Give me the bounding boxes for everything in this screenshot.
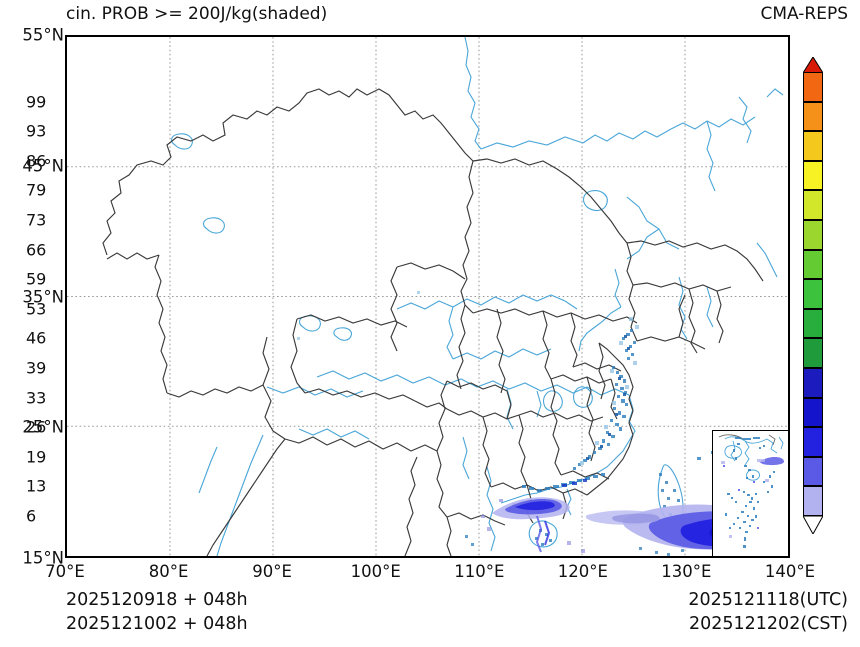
y-tick-label: 45°N [22,156,64,176]
colorbar-segment [803,338,823,368]
colorbar-tick-label: 59 [26,269,47,289]
colorbar-segment [803,160,823,191]
chart-title-right: CMA-REPS [760,4,848,24]
colorbar-tick-label: 6 [26,506,37,526]
colorbar-segment [803,486,823,516]
rivers-layer [170,37,784,556]
y-tick-label: 35°N [22,287,64,306]
colorbar-segment [803,279,823,309]
colorbar-segment [803,368,823,398]
colorbar-tick-label: 93 [26,121,47,141]
colorbar-tick-label: 39 [26,358,47,378]
y-tick-label: 55°N [22,25,64,45]
colorbar-tick-label: 33 [26,388,47,408]
y-tick-label: 25°N [22,417,64,437]
y-tick-label: 15°N [22,548,64,568]
colorbar-segment [803,397,823,428]
west-band [492,497,570,553]
x-tick-label: 90°E [252,562,292,581]
colorbar-tick-label: 66 [26,240,47,260]
colorbar-tick-label: 86 [26,151,47,171]
colorbar-segment [803,101,823,132]
x-tick-label: 80°E [148,562,189,581]
x-tick-label: 100°E [350,562,401,581]
colorbar[interactable] [803,72,823,516]
footer-valid-time-cst: 2025121202(CST) [688,614,848,634]
colorbar-segment [803,308,823,339]
colorbar-bottom-arrow [803,516,823,534]
colorbar-segment [803,249,823,280]
footer-valid-time-utc: 2025121118(UTC) [688,590,848,610]
footer-init-time-cst: 2025121002 + 048h [66,614,248,634]
colorbar-tick-label: 46 [26,328,47,348]
colorbar-segment [803,220,823,250]
colorbar-tick-label: 73 [26,210,47,230]
colorbar-top-arrow [803,57,823,73]
footer-init-time-utc: 2025120918 + 048h [66,590,248,610]
chart-title-left: cin. PROB >= 200J/kg(shaded) [66,4,328,24]
x-tick-label: 110°E [454,562,505,581]
colorbar-tick-label: 53 [26,299,47,319]
map-plot-area[interactable]: No: GS (2019) 1786 [65,35,790,558]
x-tick-label: 140°E [764,562,816,581]
x-tick-label: 130°E [661,562,712,581]
x-tick-label: 70°E [45,562,85,581]
map-gridlines [67,37,788,556]
colorbar-segment [803,456,823,487]
colorbar-tick-label: 99 [26,92,47,112]
colorbar-tick-label: 19 [26,447,47,467]
colorbar-segment [803,427,823,457]
colorbar-tick-label: 79 [26,180,47,200]
inset-map-south-china-sea[interactable] [712,430,788,556]
x-tick-label: 120°E [557,562,608,581]
colorbar-tick-label: 13 [26,476,47,496]
colorbar-segment [803,190,823,220]
colorbar-segment [803,72,823,102]
colorbar-segment [803,131,823,161]
colorbar-tick-label: 26 [26,417,47,437]
